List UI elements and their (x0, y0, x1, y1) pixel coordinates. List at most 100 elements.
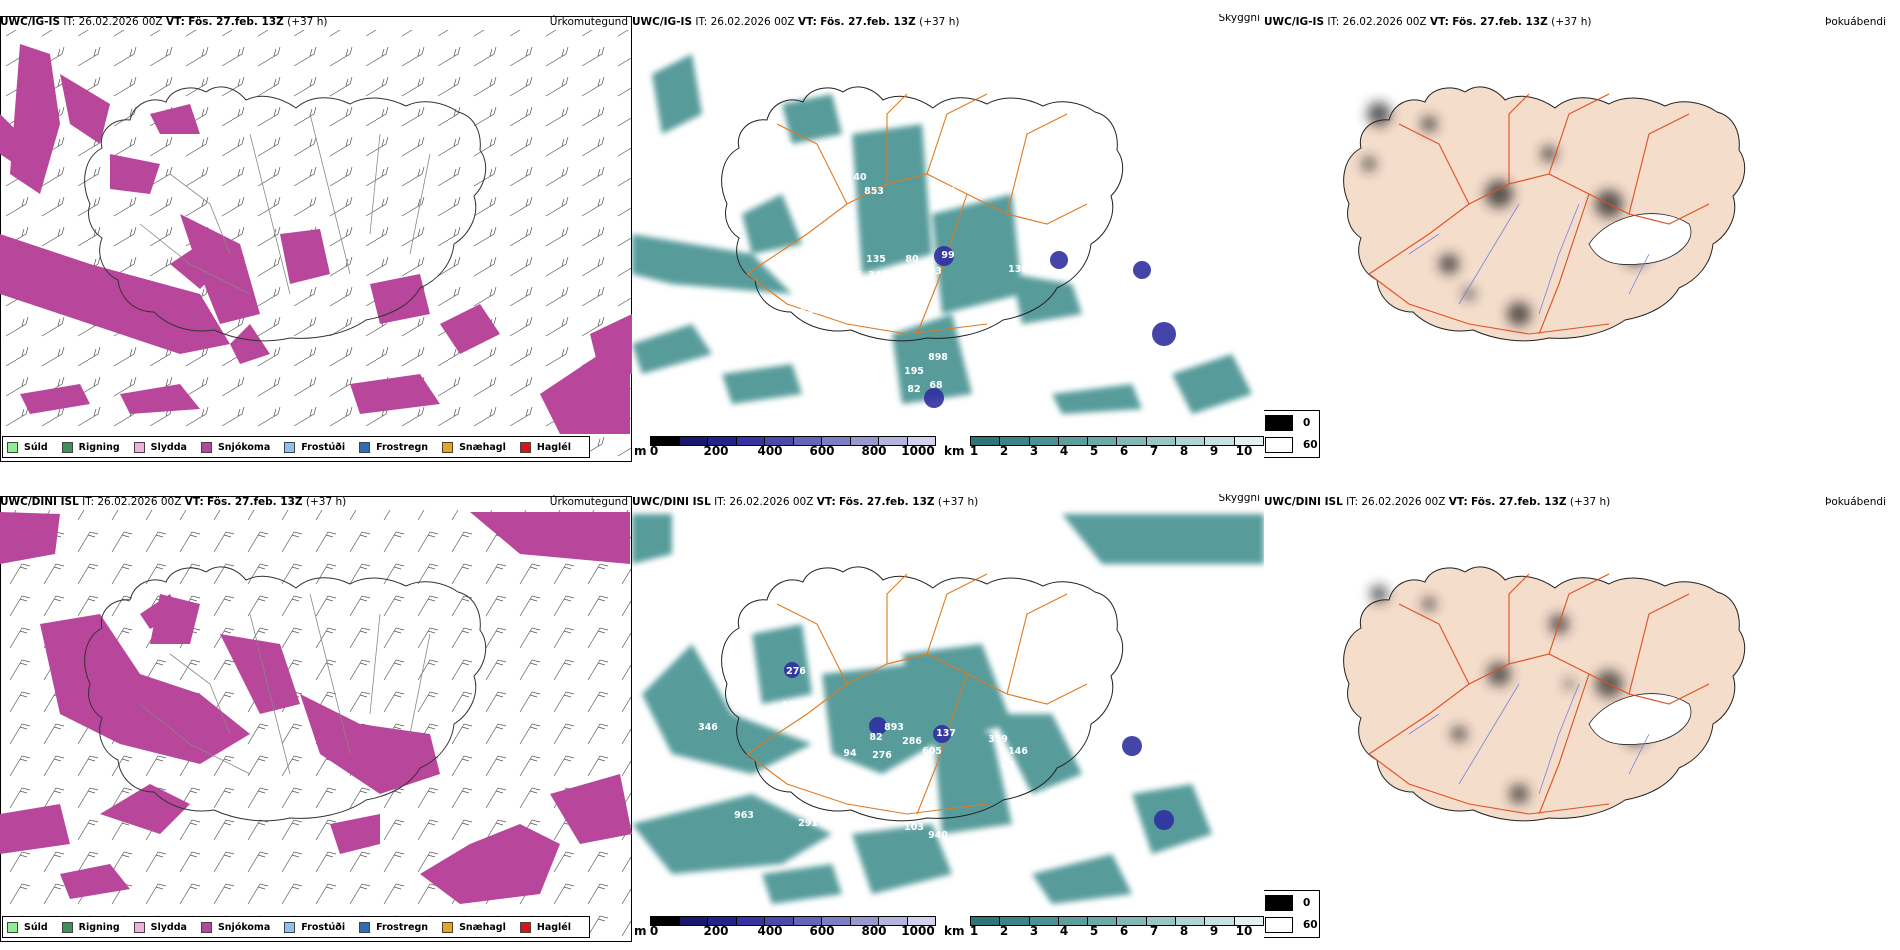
legend-label: Slydda (150, 441, 187, 453)
panel-title: Úrkomutegund (549, 496, 628, 508)
snow-areas (0, 44, 632, 434)
legend-label: Snæhagl (459, 921, 506, 933)
precip-type-legend: Súld Rigning Slydda Snjókoma Frostúði Fr… (2, 436, 590, 458)
colorbar-tick: 5 (1089, 444, 1099, 458)
colorbar-ramp (650, 916, 936, 926)
legend-swatch (359, 921, 371, 933)
colorbar-unit: km (944, 444, 965, 458)
legend-label: Snjókoma (217, 921, 271, 933)
colorbar-tick: 0 (649, 924, 659, 938)
legend-swatch (61, 921, 73, 933)
visibility-colorbar: km 1 2 3 4 5 6 7 8 9 10 (944, 434, 1264, 462)
fog-index-panel-row2: UWC/DINI ISL IT: 26.02.2026 00Z VT: Fös.… (1264, 494, 1900, 942)
cloud-base-label: 359 (988, 734, 1008, 745)
cloud-base-label: 146 (1008, 746, 1028, 757)
cloud-base-label: 137 (936, 728, 956, 739)
it-value: 26.02.2026 00Z (97, 496, 182, 508)
vt-value: Fös. 27.feb. 13Z (820, 16, 916, 28)
cloud-base-label: 103 (904, 822, 924, 833)
precip-type-panel-row2: UWC/DINI ISL IT: 26.02.2026 00Z VT: Fös.… (0, 494, 632, 942)
colorbar-tick: 1000 (901, 924, 935, 938)
cloud-base-label: 80 (905, 254, 919, 265)
colorbar-unit: m (634, 924, 647, 938)
colorbar-tick: 600 (809, 924, 835, 938)
vt-label: VT: (1448, 496, 1468, 508)
cloud-base-label: 898 (928, 352, 948, 363)
cloud-base-label: 677 (822, 302, 842, 313)
colorbar-tick: 8 (1179, 924, 1189, 938)
precip-type-map (0, 510, 632, 940)
vt-label: VT: (1429, 16, 1449, 28)
vt-value: Fös. 27.feb. 13Z (1471, 496, 1567, 508)
vt-label: VT: (165, 16, 185, 28)
legend-swatch (1265, 437, 1293, 453)
cloud-base-label: 53 (1059, 332, 1072, 343)
lead-time: (+37 h) (305, 496, 347, 508)
legend-label: Súld (24, 921, 48, 933)
legend-label: Slydda (150, 921, 187, 933)
legend-label: Frostregn (376, 921, 429, 933)
it-label: IT: (63, 16, 76, 28)
legend-label: 0 (1303, 897, 1311, 909)
colorbar-tick: 10 (1235, 444, 1253, 458)
legend-swatch (1265, 415, 1293, 431)
colorbar-tick: 7 (1149, 924, 1159, 938)
vt-label: VT: (797, 16, 817, 28)
vt-label: VT: (816, 496, 836, 508)
colorbar-tick: 1000 (901, 444, 935, 458)
panel-title: Þokuábendi (1825, 496, 1886, 508)
legend-swatch (442, 921, 454, 933)
lead-time: (+37 h) (937, 496, 979, 508)
fog-index-map (1343, 566, 1746, 822)
cloud-base-label: 844 (800, 306, 820, 317)
cloud-base-label: 136 (1008, 264, 1028, 275)
colorbar-tick: 3 (1029, 444, 1039, 458)
legend-label: Haglél (536, 921, 571, 933)
colorbar-tick: 200 (703, 924, 729, 938)
panel-title: Skyggni (1218, 494, 1261, 504)
it-label: IT: (82, 496, 95, 508)
colorbar-tick: 800 (861, 924, 887, 938)
cloud-base-label: 605 (922, 746, 942, 757)
legend-label: Snjókoma (217, 441, 271, 453)
lead-time: (+37 h) (1569, 496, 1611, 508)
panel-title: Úrkomutegund (549, 16, 628, 28)
legend-swatch (1265, 917, 1293, 933)
model-name: UWC/DINI ISL (632, 496, 711, 508)
cloud-base-label: 68 (929, 380, 943, 391)
cloud-base-label: 82 (907, 384, 920, 395)
fog-index-legend: 0 60 (1264, 890, 1320, 938)
colorbar-tick: 5 (1089, 924, 1099, 938)
visibility-panel-row1: UWC/IG-IS IT: 26.02.2026 00Z VT: Fös. 27… (632, 14, 1264, 462)
cloud-base-label: 99 (941, 250, 954, 261)
fog-index-panel-row1: UWC/IG-IS IT: 26.02.2026 00Z VT: Fös. 27… (1264, 14, 1900, 462)
colorbar-tick: 4 (1059, 444, 1069, 458)
precip-type-legend: Súld Rigning Slydda Snjókoma Frostúði Fr… (2, 916, 590, 938)
it-value: 26.02.2026 00Z (729, 496, 814, 508)
cloud-base-label: 622 (772, 142, 792, 153)
legend-label: 60 (1303, 439, 1318, 451)
legend-swatch (442, 441, 454, 453)
cloud-base-label: 65 (1059, 814, 1072, 825)
legend-swatch (7, 921, 18, 933)
colorbar-unit: km (944, 924, 965, 938)
cloud-base-label: 276 (872, 750, 892, 761)
it-label: IT: (1346, 496, 1359, 508)
legend-label: Haglél (536, 441, 571, 453)
panel-header: UWC/IG-IS IT: 26.02.2026 00Z VT: Fös. 27… (1264, 14, 1900, 30)
cloud-base-label: 243 (950, 182, 970, 193)
cloud-base-label: 276 (786, 666, 806, 677)
fog-index-map (1343, 86, 1746, 342)
legend-label: Frostúði (301, 921, 346, 933)
panel-header: UWC/DINI ISL IT: 26.02.2026 00Z VT: Fös.… (1264, 494, 1900, 510)
panel-title: Skyggni (1218, 14, 1261, 24)
precip-type-map (0, 30, 632, 460)
cloud-base-label: 40 (853, 172, 867, 183)
colorbar-tick: 6 (1119, 444, 1129, 458)
it-label: IT: (695, 16, 708, 28)
panel-header: UWC/DINI ISL IT: 26.02.2026 00Z VT: Fös.… (0, 494, 632, 510)
snow-areas (0, 512, 632, 904)
fog-index-legend: 0 60 (1264, 410, 1320, 458)
colorbar-tick: 400 (757, 444, 783, 458)
model-name: UWC/IG-IS (1264, 16, 1325, 28)
